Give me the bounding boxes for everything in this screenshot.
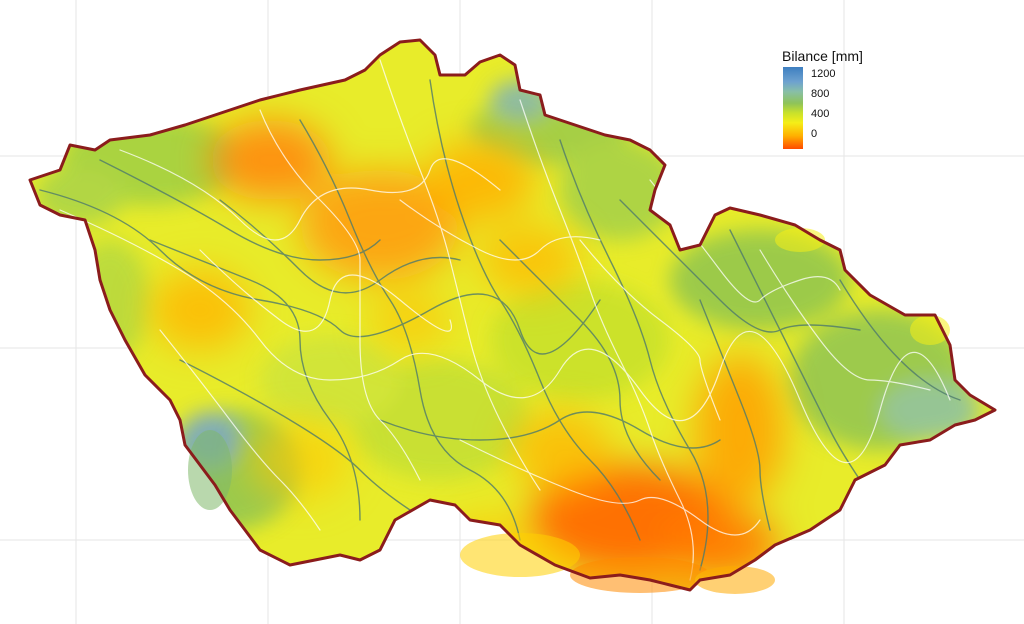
map-fringe <box>188 228 950 594</box>
legend-color-ramp <box>783 67 803 149</box>
map-legend: Bilance [mm] 1200 800 400 0 <box>780 48 890 158</box>
legend-title: Bilance [mm] <box>782 48 863 64</box>
legend-tick-800: 800 <box>811 88 830 100</box>
legend-tick-1200: 1200 <box>811 68 836 80</box>
river-network <box>39 59 961 581</box>
legend-tick-0: 0 <box>811 128 818 140</box>
legend-tick-400: 400 <box>811 108 830 120</box>
